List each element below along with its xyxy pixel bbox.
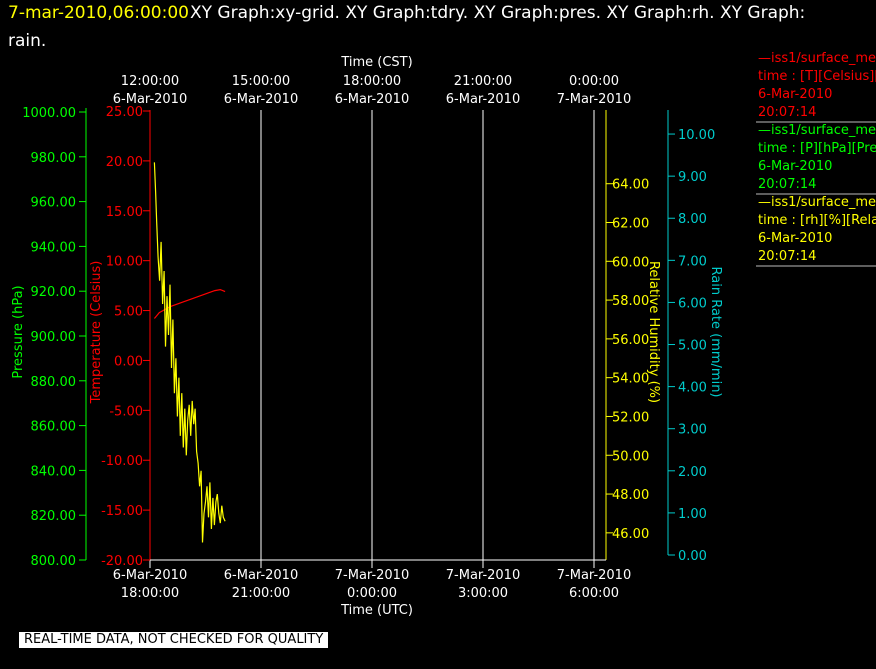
rain-tick-label: 5.00 (678, 339, 707, 354)
top-tick-label-time: 0:00:00 (569, 74, 619, 89)
bottom-tick-label-date: 7-Mar-2010 (557, 568, 631, 583)
humidity-tick-label: 48.00 (612, 488, 649, 503)
temperature-series-line (153, 288, 226, 319)
legend-humidity-line: —iss1/surface_me (758, 195, 876, 210)
temperature-tick-label: -10.00 (101, 454, 143, 469)
bottom-tick-label-time: 18:00:00 (121, 586, 179, 601)
humidity-axis-title: Relative Humidity (%) (646, 261, 661, 403)
bottom-tick-label-time: 21:00:00 (232, 586, 290, 601)
humidity-tick-label: 54.00 (612, 372, 649, 387)
temperature-tick-label: -20.00 (101, 554, 143, 569)
series-layer (153, 162, 226, 543)
humidity-tick-label: 46.00 (612, 527, 649, 542)
pressure-tick-label: 860.00 (31, 420, 77, 435)
axis-layer: 6-Mar-2010 18:00:00 6-Mar-2010 21:00:00 7-Ma… (22, 74, 715, 601)
pressure-tick-label: 920.00 (31, 285, 77, 300)
bottom-axis-title: Time (UTC) (340, 603, 413, 618)
humidity-tick-label: 62.00 (612, 217, 649, 232)
bottom-tick-label-date: 7-Mar-2010 (446, 568, 520, 583)
top-tick-label-date: 6-Mar-2010 (335, 92, 409, 107)
temperature-tick-label: -5.00 (109, 404, 143, 419)
legend-pressure-line: time : [P][hPa][Pres (758, 141, 876, 156)
pressure-tick-label: 980.00 (31, 151, 77, 166)
grid-layer (260, 110, 595, 560)
legend-temperature-line: —iss1/surface_me (758, 51, 876, 66)
top-tick-label-date: 6-Mar-2010 (224, 92, 298, 107)
rain-tick-label: 10.00 (678, 128, 715, 143)
rain-tick-label: 6.00 (678, 296, 707, 311)
rain-tick-label: 1.00 (678, 507, 707, 522)
rain-tick-label: 3.00 (678, 423, 707, 438)
bottom-tick-label-time: 0:00:00 (347, 586, 397, 601)
pressure-tick-label: 960.00 (31, 196, 77, 211)
top-tick-label-date: 7-Mar-2010 (557, 92, 631, 107)
rain-tick-label: 7.00 (678, 254, 707, 269)
temperature-tick-label: 10.00 (106, 255, 143, 270)
bottom-tick-label-date: 6-Mar-2010 (224, 568, 298, 583)
pressure-tick-label: 820.00 (31, 509, 77, 524)
top-tick-label-time: 15:00:00 (232, 74, 290, 89)
top-tick-label-date: 6-Mar-2010 (446, 92, 520, 107)
quality-disclaimer: REAL-TIME DATA, NOT CHECKED FOR QUALITY (19, 632, 329, 648)
humidity-tick-label: 56.00 (612, 333, 649, 348)
top-tick-label-time: 18:00:00 (343, 74, 401, 89)
top-axis-title: Time (CST) (340, 55, 412, 70)
temperature-axis-title: Temperature (Celsius) (89, 261, 104, 405)
legend-humidity-line: 20:07:14 (758, 249, 816, 264)
temperature-tick-label: 20.00 (106, 155, 143, 170)
pressure-tick-label: 880.00 (31, 375, 77, 390)
bottom-tick-label-date: 6-Mar-2010 (113, 568, 187, 583)
humidity-tick-label: 64.00 (612, 178, 649, 193)
title-timestamp: 7-mar-2010,06:00:00 (8, 3, 189, 23)
pressure-tick-label: 940.00 (31, 240, 77, 255)
pressure-axis-title: Pressure (hPa) (11, 285, 26, 378)
humidity-tick-label: 60.00 (612, 255, 649, 270)
pressure-tick-label: 840.00 (31, 464, 77, 479)
top-tick-label-date: 6-Mar-2010 (113, 92, 187, 107)
rain-axis-title: Rain Rate (mm/min) (708, 266, 723, 397)
humidity-series-line (153, 162, 226, 543)
legend-humidity-line: 6-Mar-2010 (758, 231, 832, 246)
legend-temperature-line: time : [T][Celsius][T (758, 69, 876, 84)
rain-tick-label: 0.00 (678, 549, 707, 564)
legend-pressure-line: 20:07:14 (758, 177, 816, 192)
pressure-tick-label: 800.00 (31, 554, 77, 569)
temperature-tick-label: 15.00 (106, 205, 143, 220)
legend-pressure-line: 6-Mar-2010 (758, 159, 832, 174)
rain-tick-label: 8.00 (678, 212, 707, 227)
legend-temperature-line: 6-Mar-2010 (758, 87, 832, 102)
bottom-tick-label-time: 3:00:00 (458, 586, 508, 601)
rain-tick-label: 2.00 (678, 465, 707, 480)
humidity-tick-label: 50.00 (612, 449, 649, 464)
legend-pressure-line: —iss1/surface_me (758, 123, 876, 138)
temperature-tick-label: -15.00 (101, 504, 143, 519)
legend-humidity-line: time : [rh][%][Relati (758, 213, 876, 228)
temperature-tick-label: 25.00 (106, 105, 143, 120)
rain-tick-label: 4.00 (678, 381, 707, 396)
pressure-tick-label: 900.00 (31, 330, 77, 345)
legend-temperature-line: 20:07:14 (758, 105, 816, 120)
title-graph-list-continued: rain. (8, 31, 46, 51)
temperature-tick-label: 5.00 (114, 305, 143, 320)
top-tick-label-time: 12:00:00 (121, 74, 179, 89)
title-graph-list: XY Graph:xy-grid. XY Graph:tdry. XY Grap… (190, 3, 805, 23)
humidity-tick-label: 52.00 (612, 410, 649, 425)
top-tick-label-time: 21:00:00 (454, 74, 512, 89)
humidity-tick-label: 58.00 (612, 294, 649, 309)
pressure-tick-label: 1000.00 (22, 106, 76, 121)
bottom-tick-label-time: 6:00:00 (569, 586, 619, 601)
bottom-tick-label-date: 7-Mar-2010 (335, 568, 409, 583)
temperature-tick-label: 0.00 (114, 354, 143, 369)
rain-tick-label: 9.00 (678, 170, 707, 185)
